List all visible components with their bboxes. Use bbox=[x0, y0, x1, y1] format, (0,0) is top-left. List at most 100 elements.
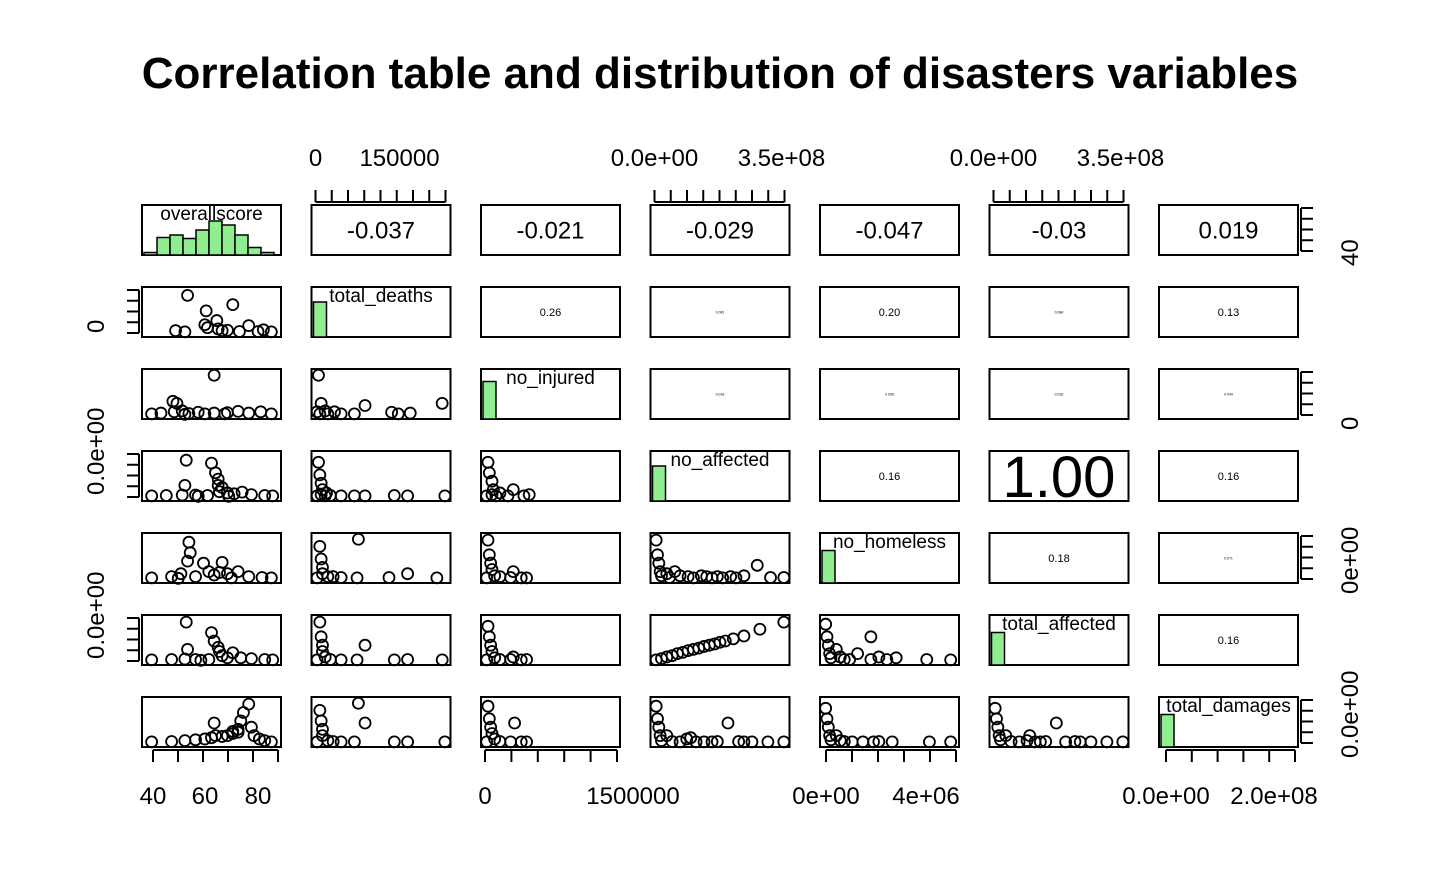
scatter-point bbox=[732, 735, 746, 748]
scatter-point bbox=[179, 453, 193, 467]
histogram-bar bbox=[143, 251, 158, 256]
scatter-point bbox=[244, 488, 258, 502]
panel-frame bbox=[480, 450, 621, 502]
scatter-point bbox=[385, 405, 399, 419]
scatter-point bbox=[387, 653, 401, 667]
scatter-point bbox=[721, 716, 735, 730]
scatter-point bbox=[313, 540, 327, 553]
scatter-point bbox=[482, 712, 496, 726]
panel-frame bbox=[480, 696, 621, 748]
scatter-point bbox=[920, 653, 934, 666]
panel-frame bbox=[819, 614, 960, 666]
scatter-point bbox=[851, 647, 864, 660]
scatter-point bbox=[347, 735, 361, 749]
scatter-point bbox=[235, 485, 249, 499]
scatter-point bbox=[191, 405, 205, 419]
scatter-point bbox=[242, 406, 256, 420]
scatter-point bbox=[189, 653, 202, 666]
scatter-point bbox=[435, 653, 449, 667]
scatter-point bbox=[210, 314, 224, 327]
scatter-point bbox=[944, 735, 958, 749]
panel-frame bbox=[1158, 286, 1299, 338]
axis-tick-label: 0 bbox=[309, 145, 322, 172]
scatter-point bbox=[705, 735, 719, 749]
scatter-point bbox=[387, 489, 401, 502]
scatter-point bbox=[991, 720, 1005, 734]
scatter-point bbox=[872, 735, 886, 748]
scatter-point bbox=[264, 571, 278, 585]
scatter-point bbox=[1084, 735, 1098, 749]
scatter-point bbox=[482, 548, 496, 562]
histogram-bar bbox=[312, 301, 328, 338]
scatter-point bbox=[718, 634, 732, 648]
scatter-point bbox=[231, 404, 245, 418]
scatter-point bbox=[401, 489, 415, 503]
scatter-point bbox=[514, 653, 528, 667]
axis-tick-label: 0 bbox=[83, 320, 110, 333]
scatter-point bbox=[159, 489, 173, 502]
scatter-point bbox=[480, 653, 494, 667]
panel-frame bbox=[480, 368, 621, 420]
scatter-point bbox=[326, 735, 340, 748]
correlation-label: 0.032 bbox=[1055, 392, 1064, 396]
scatter-point bbox=[506, 483, 520, 497]
panel-frame bbox=[310, 532, 452, 584]
panel-frame bbox=[819, 286, 960, 338]
axis-tick-label: 80 bbox=[245, 783, 272, 810]
axis-tick-label: 150000 bbox=[359, 145, 439, 172]
scatter-point bbox=[312, 455, 325, 469]
scatter-point bbox=[244, 720, 258, 734]
panel-frame bbox=[649, 614, 791, 666]
scatter-point bbox=[226, 727, 240, 740]
scatter-point bbox=[154, 406, 168, 420]
scatter-point bbox=[777, 615, 791, 629]
correlation-label: -0.03 bbox=[1032, 218, 1087, 245]
scatter-point bbox=[864, 653, 878, 666]
scatter-point bbox=[944, 653, 958, 667]
scatter-point bbox=[321, 407, 335, 421]
scatter-point bbox=[484, 556, 498, 570]
scatter-point bbox=[316, 722, 329, 736]
scatter-point bbox=[665, 735, 679, 748]
scatter-point bbox=[244, 652, 258, 666]
scatter-point bbox=[713, 635, 727, 649]
correlation-label: 0.095 bbox=[885, 392, 894, 396]
scatter-point bbox=[761, 735, 775, 749]
scatter-point bbox=[251, 325, 265, 338]
panel-frame bbox=[988, 532, 1130, 584]
scatter-point bbox=[258, 734, 272, 748]
scatter-point bbox=[175, 404, 189, 418]
scatter-point bbox=[480, 489, 494, 503]
scatter-point bbox=[753, 622, 767, 636]
correlation-label: 0.019 bbox=[1198, 218, 1258, 245]
scatter-point bbox=[313, 468, 327, 482]
scatter-point bbox=[737, 569, 751, 583]
correlation-label: -0.047 bbox=[855, 218, 923, 245]
scatter-point bbox=[310, 653, 324, 667]
scatter-point bbox=[316, 638, 329, 652]
variable-label: total_deaths bbox=[329, 286, 433, 307]
scatter-point bbox=[145, 653, 159, 667]
correlation-label: 0.044 bbox=[1224, 392, 1233, 396]
scatter-point bbox=[764, 571, 777, 584]
axis-tick-label: 2.0e+08 bbox=[1230, 783, 1317, 810]
axis-tick-label: 0 bbox=[1337, 417, 1364, 430]
scatter-point bbox=[845, 735, 859, 749]
panel-frame bbox=[988, 286, 1130, 338]
histogram-bar bbox=[156, 236, 171, 256]
scatter-point bbox=[181, 554, 194, 568]
scatter-point bbox=[256, 323, 270, 337]
scatter-point bbox=[387, 735, 401, 749]
axis-tick-label: 0.0e+00 bbox=[83, 572, 110, 659]
axis-tick-label: 0.0e+00 bbox=[83, 408, 110, 495]
scatter-point bbox=[231, 725, 245, 739]
axis-tick-label: 0e+00 bbox=[1337, 527, 1364, 594]
panel-frame bbox=[480, 614, 621, 666]
panel-frame bbox=[310, 450, 452, 502]
panel-grid: overallscore total_deaths no_injured no_aff… bbox=[83, 145, 1364, 810]
scatter-point bbox=[480, 735, 494, 749]
scatter-point bbox=[649, 699, 663, 713]
scatter-point bbox=[316, 561, 329, 574]
scatter-point bbox=[506, 565, 520, 578]
